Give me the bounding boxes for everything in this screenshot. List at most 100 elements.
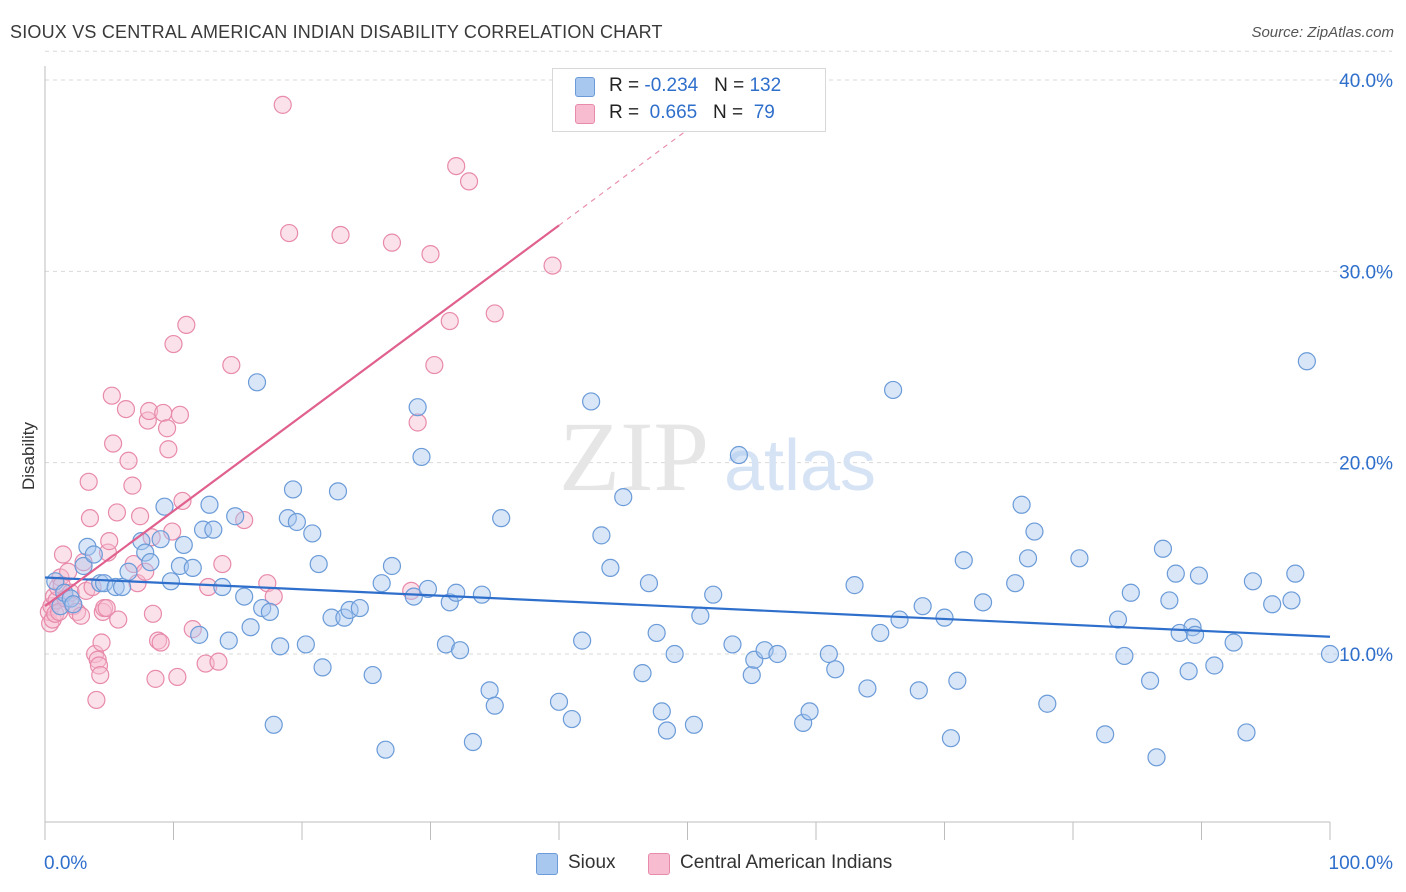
cai-point	[425, 355, 444, 375]
sioux-point	[440, 593, 459, 612]
sioux-point	[271, 637, 290, 656]
sioux-point	[1096, 725, 1115, 744]
sioux-point	[883, 380, 903, 400]
legend-n-value-cai: 79	[748, 102, 775, 123]
sioux-point	[1006, 574, 1025, 593]
sioux-point	[1147, 748, 1166, 767]
sioux-point	[1185, 625, 1205, 644]
cai-swatch	[575, 104, 595, 124]
sioux-point	[296, 635, 315, 654]
cai-point	[88, 650, 107, 669]
y-tick-label: 30.0%	[1339, 262, 1393, 283]
cai-point	[102, 386, 121, 405]
sioux-point	[151, 530, 170, 549]
sioux-point	[247, 373, 267, 392]
cai-point	[151, 633, 170, 652]
cai-point	[142, 528, 161, 547]
cai-point	[331, 225, 350, 245]
sioux-point	[161, 572, 181, 591]
cai-point	[109, 610, 128, 629]
cai-point	[89, 656, 109, 675]
sioux-point	[819, 644, 838, 664]
sioux-point	[582, 392, 601, 411]
cai-point	[235, 510, 254, 530]
cai-point	[97, 598, 116, 618]
sioux-point	[890, 610, 909, 629]
sioux-point	[1160, 591, 1179, 610]
sioux-point	[845, 576, 864, 595]
sioux-point	[954, 551, 973, 570]
cai-point	[273, 95, 292, 114]
legend-n-value-sioux: 132	[749, 75, 782, 96]
cai-point	[138, 411, 157, 430]
y-tick-label: 40.0%	[1339, 71, 1393, 92]
sioux-point	[450, 641, 470, 660]
cai-point	[130, 507, 150, 526]
chart-title: SIOUX VS CENTRAL AMERICAN INDIAN DISABIL…	[10, 22, 663, 42]
legend-n-label: N =	[714, 75, 750, 96]
cai-point	[440, 311, 459, 331]
cai-point	[408, 413, 427, 432]
legend-r-value-cai: 0.665	[644, 102, 698, 123]
sioux-point	[826, 660, 845, 679]
sioux-point	[723, 635, 742, 654]
sioux-point	[418, 579, 438, 599]
sioux-point	[480, 681, 499, 700]
y-axis-label: Disability	[19, 421, 38, 490]
sioux-point	[1224, 633, 1243, 652]
sioux-point	[283, 480, 303, 499]
sioux-point	[141, 553, 160, 572]
sioux-point	[647, 623, 666, 643]
sioux-point	[665, 644, 684, 664]
cai-point	[74, 553, 93, 572]
sioux-point	[592, 526, 611, 545]
cai-point	[222, 355, 241, 375]
axes	[44, 66, 1331, 840]
sioux-point	[404, 587, 423, 606]
sioux-point	[264, 715, 283, 734]
cai-point	[159, 440, 178, 459]
sioux-point	[1237, 723, 1256, 742]
grid-lines	[45, 50, 1392, 655]
sioux-point	[260, 602, 279, 622]
correlation-legend: R = -0.234 N = 132 R = 0.665 N = 79	[552, 68, 826, 132]
cai-point	[91, 665, 110, 685]
sioux-point	[219, 631, 238, 650]
tick-labels: 10.0% 20.0% 30.0% 40.0% 0.0% 100.0%	[44, 71, 1393, 874]
cai-point	[485, 304, 504, 323]
sioux-point	[652, 702, 671, 721]
cai-legend-label: Central American Indians	[680, 852, 893, 873]
sioux-point	[485, 696, 504, 715]
cai-point	[170, 405, 190, 424]
cai-legend-swatch	[648, 853, 670, 875]
sioux-legend-label: Sioux	[568, 852, 616, 873]
watermark-zip: ZIP	[559, 401, 709, 512]
sioux-point	[639, 574, 659, 593]
cai-point	[87, 690, 106, 710]
sioux-swatch	[575, 77, 595, 97]
sioux-point	[84, 545, 103, 564]
sioux-point	[742, 665, 761, 685]
sioux-point	[913, 597, 932, 616]
sioux-point	[973, 593, 993, 612]
sioux-point	[800, 702, 819, 721]
sioux-point	[941, 729, 961, 748]
sioux-point	[74, 556, 93, 576]
cai-point	[168, 667, 187, 687]
cai-point	[447, 157, 466, 176]
sioux-point	[768, 644, 787, 664]
sioux-point	[463, 732, 483, 752]
sioux-point	[64, 595, 83, 614]
source-label: Source: ZipAtlas.com	[1251, 24, 1394, 41]
legend-r-label: R =	[609, 75, 645, 96]
cai-point	[139, 401, 159, 421]
sioux-point	[1243, 572, 1263, 591]
sioux-point	[1012, 495, 1031, 514]
cai-point	[100, 532, 119, 551]
cai-point	[79, 472, 98, 491]
cai-point	[177, 315, 196, 335]
sioux-point	[614, 488, 633, 507]
sioux-point	[278, 509, 297, 528]
series-central-american-indians	[39, 95, 562, 710]
cai-point	[116, 399, 136, 419]
